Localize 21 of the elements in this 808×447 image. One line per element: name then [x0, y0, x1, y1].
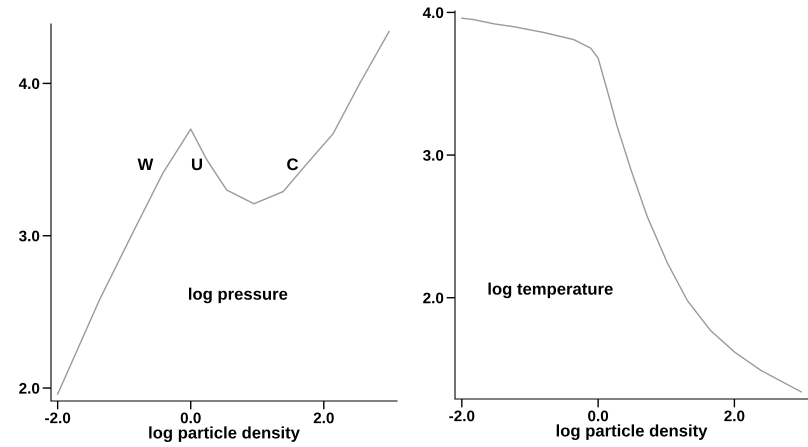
- annotation: W: [138, 158, 154, 170]
- x-axis-title: log particle density: [556, 424, 708, 440]
- x-tick-label: -2.0: [449, 410, 474, 422]
- y-tick-label: 2.0: [19, 382, 40, 394]
- x-axis-title: log particle density: [149, 426, 300, 442]
- y-tick-label: 3.0: [423, 150, 444, 161]
- y-tick-label: 4.0: [18, 78, 40, 90]
- x-tick-label: 2.0: [314, 412, 334, 424]
- line-series: [461, 17, 802, 393]
- annotation: U: [192, 158, 202, 170]
- x-tick-label: -2.0: [45, 412, 70, 424]
- line-series: [56, 30, 390, 395]
- x-tick-label: 0.0: [180, 412, 201, 424]
- y-axis-title: log pressure: [188, 288, 288, 304]
- x-tick-label: 0.0: [588, 410, 608, 422]
- annotation: C: [287, 158, 298, 170]
- x-tick-label: 2.0: [724, 410, 744, 422]
- y-tick-label: 4.0: [422, 7, 444, 18]
- y-tick-label: 3.0: [19, 230, 40, 242]
- y-axis-title: log temperature: [488, 282, 613, 298]
- y-tick-label: 2.0: [423, 292, 444, 304]
